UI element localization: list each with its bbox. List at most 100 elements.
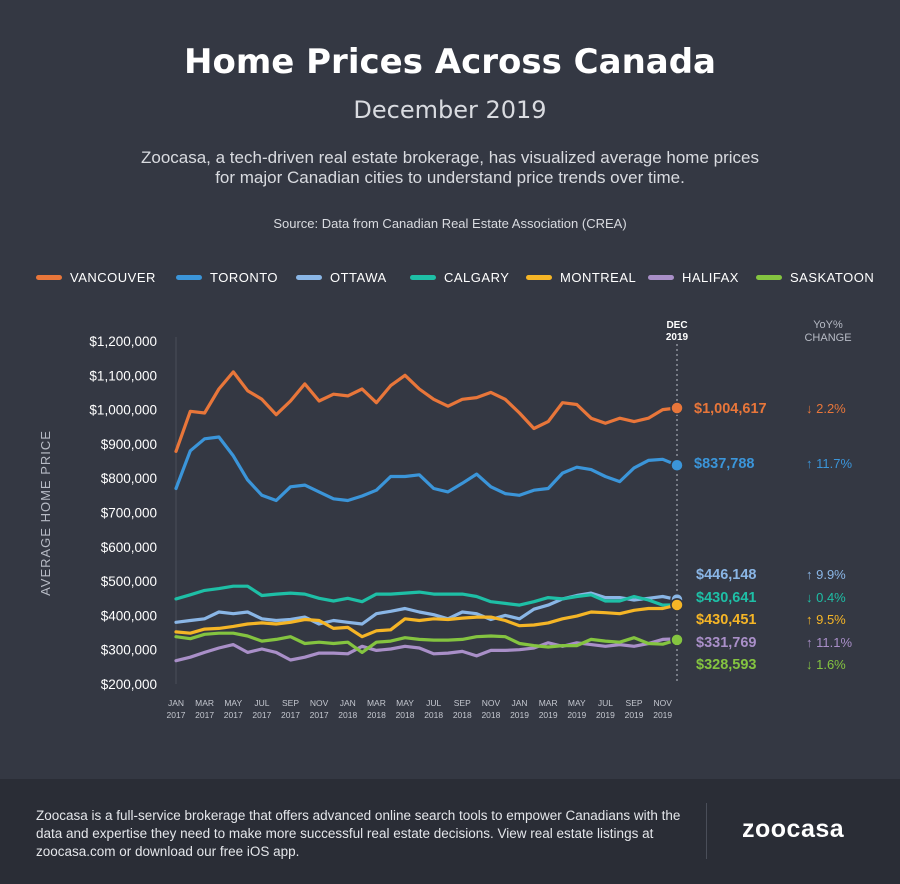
end-marker-year: 2019 (666, 332, 689, 343)
y-tick-label: $700,000 (101, 506, 157, 521)
x-tick-month: SEP (282, 698, 299, 708)
x-tick-month: MAY (568, 698, 586, 708)
end-value-label: $430,641 (696, 590, 756, 606)
x-tick-year: 2017 (281, 710, 300, 720)
end-value-label: $430,451 (696, 612, 756, 628)
legend-swatch (526, 275, 552, 281)
x-tick-month: JUL (426, 698, 441, 708)
x-tick-year: 2018 (424, 710, 443, 720)
y-tick-label: $500,000 (101, 574, 157, 589)
yoy-header-sub: CHANGE (804, 332, 851, 344)
legend-item-halifax: HALIFAX (648, 270, 739, 285)
x-tick-month: NOV (482, 698, 501, 708)
legend-swatch (410, 275, 436, 281)
end-value-label: $837,788 (694, 456, 754, 472)
x-tick-year: 2017 (195, 710, 214, 720)
source-note: Source: Data from Canadian Real Estate A… (273, 216, 627, 231)
yoy-change-label: ↑ 9.5% (806, 612, 846, 627)
x-tick-month: MAY (224, 698, 242, 708)
legend-swatch (756, 275, 782, 281)
y-tick-label: $300,000 (101, 643, 157, 658)
end-value-label: $1,004,617 (694, 401, 767, 417)
x-tick-year: 2018 (453, 710, 472, 720)
y-tick-label: $200,000 (101, 677, 157, 692)
legend-item-ottawa: OTTAWA (296, 270, 387, 285)
x-tick-year: 2018 (396, 710, 415, 720)
series-line-calgary (174, 584, 679, 607)
x-tick-month: NOV (310, 698, 329, 708)
yoy-change-label: ↑ 11.7% (806, 456, 852, 471)
end-point-montreal (670, 598, 684, 612)
series-line-saskatoon (174, 631, 679, 654)
end-point-toronto (670, 458, 684, 472)
legend-label: HALIFAX (682, 270, 739, 285)
x-tick-month: MAY (396, 698, 414, 708)
yoy-change-label: ↓ 2.2% (806, 401, 846, 416)
end-value-label: $446,148 (696, 567, 756, 583)
x-tick-month: JAN (512, 698, 528, 708)
yoy-change-label: ↓ 0.4% (806, 590, 846, 605)
x-tick-year: 2017 (252, 710, 271, 720)
x-tick-month: MAR (367, 698, 386, 708)
line-chart: AVERAGE HOME PRICE $1,200,000 $1,100,000 $1… (38, 319, 852, 720)
x-tick-year: 2019 (539, 710, 558, 720)
x-tick-year: 2018 (338, 710, 357, 720)
end-value-label: $331,769 (696, 635, 756, 651)
x-tick-month: SEP (454, 698, 471, 708)
legend-label: TORONTO (210, 270, 279, 285)
yoy-header: YoY% (813, 319, 843, 331)
chart-title: Home Prices Across Canada (184, 42, 716, 82)
x-tick-year: 2019 (567, 710, 586, 720)
x-tick-month: MAR (539, 698, 558, 708)
end-marker-month: DEC (666, 320, 687, 331)
legend-item-montreal: MONTREAL (526, 270, 636, 285)
legend-label: CALGARY (444, 270, 510, 285)
legend-item-saskatoon: SASKATOON (756, 270, 874, 285)
x-tick-month: SEP (626, 698, 643, 708)
x-tick-year: 2017 (167, 710, 186, 720)
series-line-vancouver (174, 370, 679, 453)
x-tick-month: JAN (168, 698, 184, 708)
legend-label: OTTAWA (330, 270, 387, 285)
yoy-change-label: ↓ 1.6% (806, 657, 846, 672)
x-tick-year: 2018 (367, 710, 386, 720)
y-axis-title: AVERAGE HOME PRICE (38, 430, 53, 596)
legend-swatch (36, 275, 62, 281)
series-line-toronto (174, 435, 679, 503)
footer: Zoocasa is a full-service brokerage that… (0, 779, 900, 884)
legend-label: VANCOUVER (70, 270, 156, 285)
y-tick-label: $1,200,000 (89, 334, 157, 349)
y-tick-label: $400,000 (101, 608, 157, 623)
yoy-change-label: ↑ 11.1% (806, 635, 852, 650)
zoocasa-logo[interactable]: zoocasa (742, 815, 845, 843)
x-tick-month: MAR (195, 698, 214, 708)
x-tick-month: JUL (254, 698, 269, 708)
y-tick-label: $1,100,000 (89, 368, 157, 383)
yoy-change-label: ↑ 9.9% (806, 567, 846, 582)
legend-item-vancouver: VANCOUVER (36, 270, 156, 285)
y-tick-label: $600,000 (101, 540, 157, 555)
legend-swatch (176, 275, 202, 281)
x-tick-year: 2017 (224, 710, 243, 720)
x-tick-year: 2018 (481, 710, 500, 720)
y-tick-label: $800,000 (101, 471, 157, 486)
legend: VANCOUVER TORONTO OTTAWA CALGARY MONTREAL HAL… (36, 270, 876, 288)
x-tick-year: 2019 (625, 710, 644, 720)
y-tick-label: $900,000 (101, 437, 157, 452)
legend-label: MONTREAL (560, 270, 637, 285)
x-tick-year: 2019 (653, 710, 672, 720)
legend-item-calgary: CALGARY (410, 270, 509, 285)
x-tick-month: JAN (340, 698, 356, 708)
legend-swatch (296, 275, 322, 281)
series-line-montreal (174, 603, 679, 639)
x-tick-month: NOV (653, 698, 672, 708)
end-point-vancouver (670, 401, 684, 415)
y-tick-label: $1,000,000 (89, 403, 157, 418)
chart-description: Zoocasa, a tech-driven real estate broke… (140, 148, 759, 187)
end-value-label: $328,593 (696, 657, 756, 673)
x-tick-year: 2017 (310, 710, 329, 720)
x-tick-year: 2019 (510, 710, 529, 720)
legend-label: SASKATOON (790, 270, 875, 285)
chart-subtitle: December 2019 (353, 96, 547, 124)
legend-swatch (648, 275, 674, 281)
